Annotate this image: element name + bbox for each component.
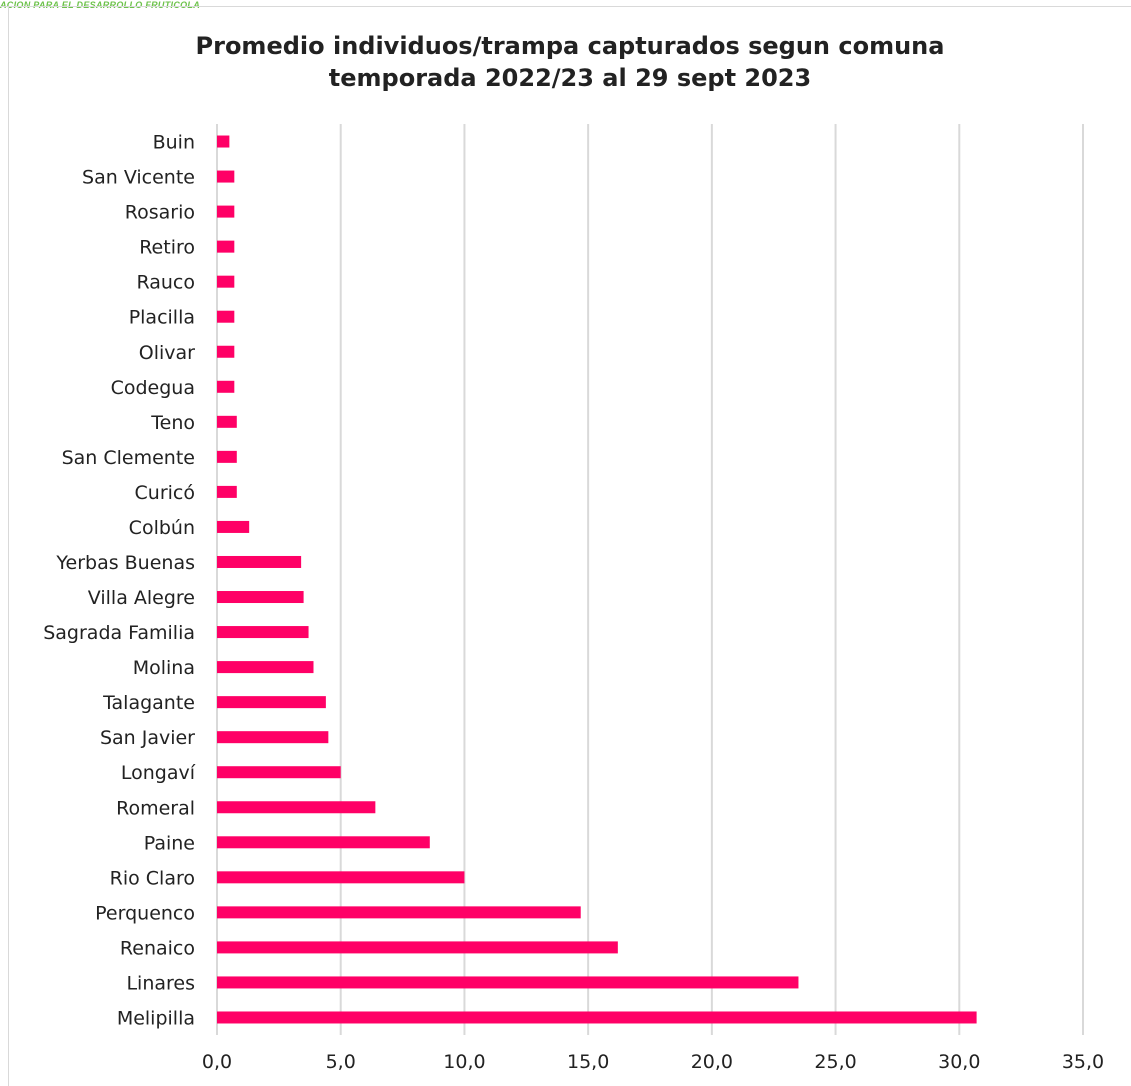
bar bbox=[217, 626, 309, 639]
x-tick-label: 25,0 bbox=[814, 1051, 856, 1073]
bar bbox=[217, 310, 235, 323]
bar bbox=[217, 976, 799, 989]
category-label: Sagrada Familia bbox=[43, 622, 195, 644]
chart-title-line-2: temporada 2022/23 al 29 sept 2023 bbox=[328, 64, 812, 92]
category-label: Rosario bbox=[125, 202, 195, 224]
bar bbox=[217, 941, 618, 954]
category-label: Talagante bbox=[102, 692, 195, 714]
bar bbox=[217, 450, 237, 463]
category-label: Rauco bbox=[136, 272, 195, 294]
category-label: Linares bbox=[126, 972, 195, 994]
bar bbox=[217, 275, 235, 288]
category-label: Romeral bbox=[116, 797, 195, 819]
category-labels: Buin San Vicente Rosario Retiro Rauco Placill… bbox=[43, 132, 195, 1030]
category-label: Retiro bbox=[139, 237, 195, 259]
chart-title-line-1: Promedio individuos/trampa capturados se… bbox=[195, 32, 945, 60]
bar bbox=[217, 766, 341, 779]
bar bbox=[217, 836, 430, 849]
category-label: Melipilla bbox=[117, 1007, 195, 1029]
tick-labels: 0,0 5,0 10,0 15,0 20,0 25,0 30,0 35,0 bbox=[202, 1051, 1104, 1073]
bar bbox=[217, 520, 250, 533]
category-label: Perquenco bbox=[95, 902, 195, 924]
category-label: Olivar bbox=[139, 342, 195, 364]
bar bbox=[217, 661, 314, 674]
category-label: Villa Alegre bbox=[88, 587, 195, 609]
x-tick-label: 0,0 bbox=[202, 1051, 232, 1073]
bar bbox=[217, 801, 376, 814]
bar bbox=[217, 205, 235, 218]
bars bbox=[217, 135, 977, 1024]
bar bbox=[217, 1011, 977, 1024]
bar bbox=[217, 380, 235, 393]
x-tick-label: 20,0 bbox=[691, 1051, 733, 1073]
x-tick-label: 15,0 bbox=[567, 1051, 609, 1073]
category-label: Rio Claro bbox=[110, 867, 195, 889]
bar bbox=[217, 485, 237, 498]
x-tick-label: 30,0 bbox=[938, 1051, 980, 1073]
category-label: San Clemente bbox=[62, 447, 195, 469]
category-label: Molina bbox=[133, 657, 195, 679]
category-label: San Javier bbox=[100, 727, 195, 749]
x-tick-label: 5,0 bbox=[326, 1051, 356, 1073]
x-tick-label: 35,0 bbox=[1062, 1051, 1104, 1073]
category-label: Codegua bbox=[111, 377, 195, 399]
gridlines bbox=[216, 124, 1084, 1035]
bar bbox=[217, 906, 581, 919]
category-label: Placilla bbox=[129, 307, 195, 329]
category-label: Longaví bbox=[121, 762, 196, 784]
bar bbox=[217, 591, 304, 604]
x-tick-label: 10,0 bbox=[443, 1051, 485, 1073]
category-label: Buin bbox=[153, 132, 195, 154]
bar bbox=[217, 871, 465, 884]
bar bbox=[217, 555, 302, 568]
category-label: Yerbas Buenas bbox=[55, 552, 195, 574]
bar bbox=[217, 240, 235, 253]
brand-header-text: ACION PARA EL DESARROLLO FRUTICOLA bbox=[0, 0, 201, 10]
bar bbox=[217, 696, 326, 709]
bar bbox=[217, 170, 235, 183]
chart-title: Promedio individuos/trampa capturados se… bbox=[170, 30, 970, 94]
bar bbox=[217, 135, 230, 148]
category-label: Paine bbox=[144, 832, 195, 854]
category-label: San Vicente bbox=[82, 167, 195, 189]
frame-top-border bbox=[0, 6, 1131, 7]
category-label: Curicó bbox=[135, 482, 195, 504]
category-label: Colbún bbox=[129, 517, 195, 539]
category-label: Teno bbox=[150, 412, 195, 434]
bar bbox=[217, 345, 235, 358]
category-label: Renaico bbox=[120, 937, 195, 959]
bar bbox=[217, 731, 329, 744]
bar bbox=[217, 415, 237, 428]
frame-left-border bbox=[8, 6, 9, 1086]
